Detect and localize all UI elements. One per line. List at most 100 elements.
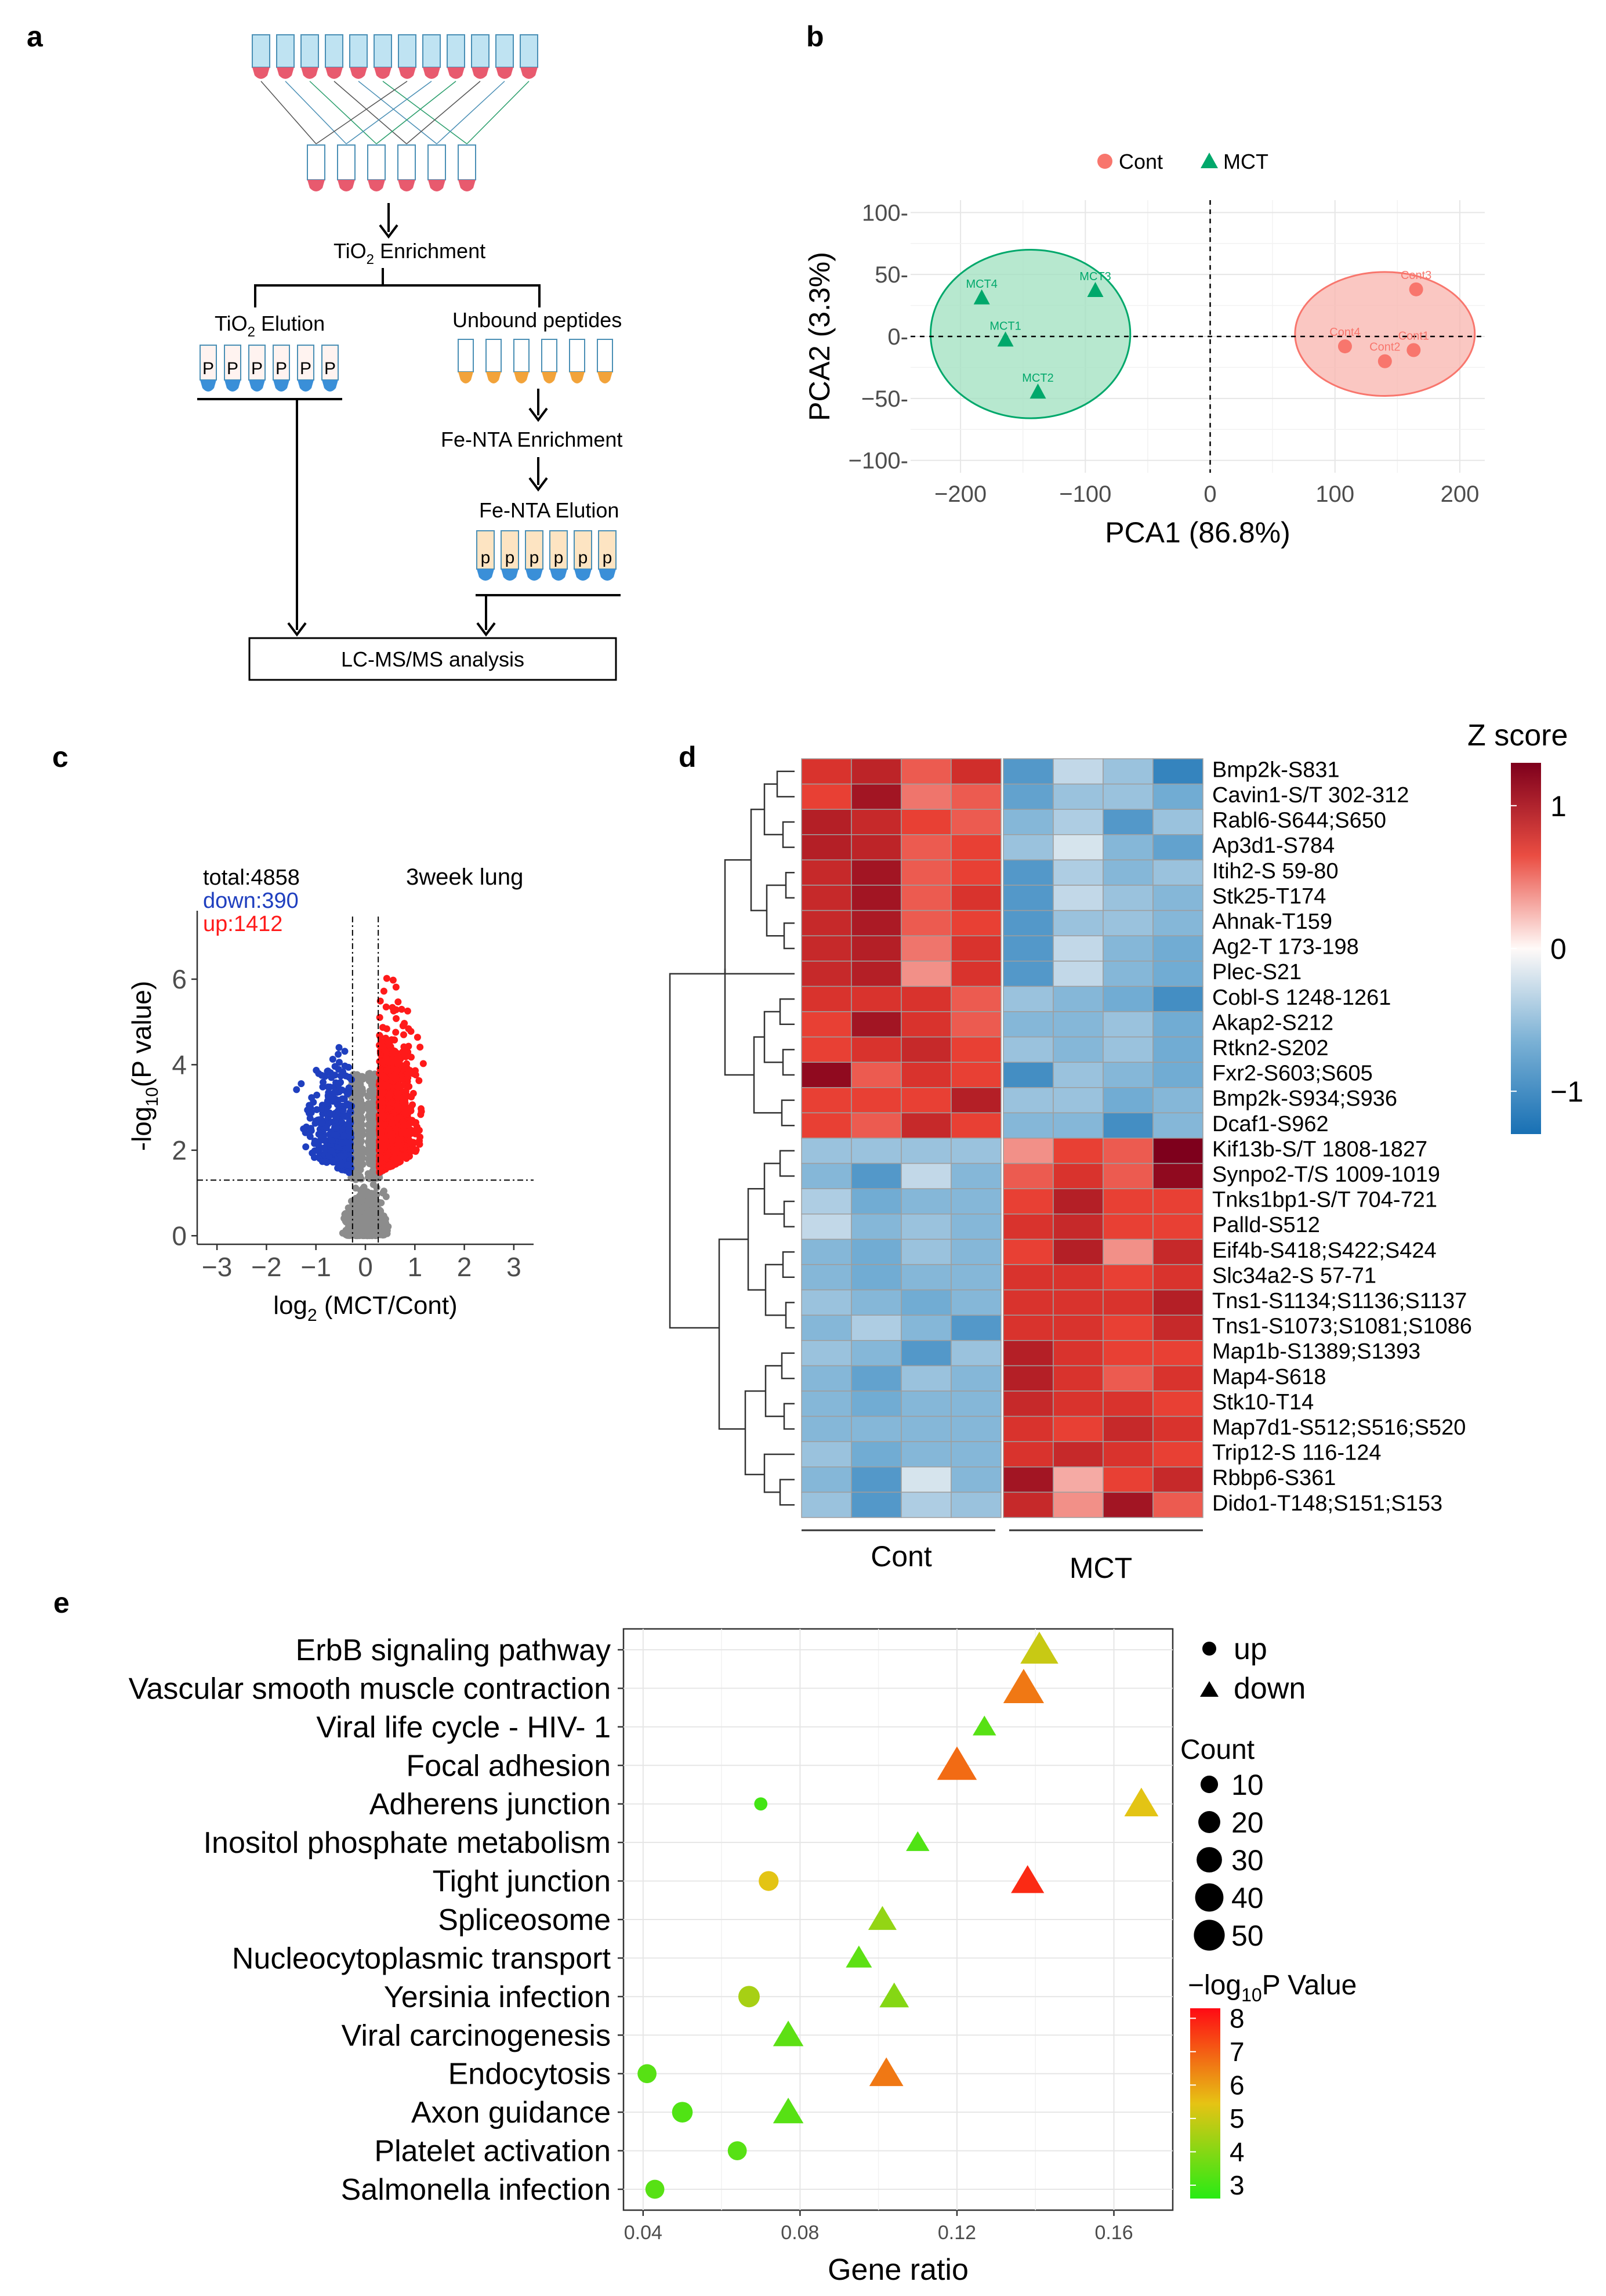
point-down xyxy=(328,1137,336,1145)
point-up xyxy=(388,1059,396,1066)
point-up xyxy=(385,1126,393,1133)
heatmap-cell xyxy=(1003,1289,1054,1316)
category-label: Spliceosome xyxy=(438,1903,611,1937)
arrow-left-head xyxy=(287,622,307,637)
tube-body xyxy=(520,34,538,68)
dendrogram-branch xyxy=(763,783,783,836)
size-legend-title: Count xyxy=(1180,1734,1255,1765)
y-axis-label-part: -log xyxy=(126,1106,157,1151)
heatmap-cell xyxy=(951,1289,1002,1316)
point-up xyxy=(394,1083,401,1091)
legend-shape-up-label: up xyxy=(1234,1632,1267,1666)
heatmap-cell xyxy=(1103,783,1154,810)
row-label: Eif4b-S418;S422;S424 xyxy=(1212,1238,1437,1263)
tube-body xyxy=(501,530,519,570)
tube-tip xyxy=(307,180,325,191)
row-label: Plec-S21 xyxy=(1212,960,1302,984)
point-up xyxy=(399,1022,407,1030)
heatmap-cell xyxy=(1103,1062,1154,1088)
point-up xyxy=(404,1110,411,1118)
point-ns xyxy=(350,1223,357,1231)
point-up xyxy=(376,1014,383,1022)
x-tick-label: −1 xyxy=(300,1252,331,1282)
heatmap-cell xyxy=(851,1441,902,1468)
heatmap-cell xyxy=(851,1036,902,1063)
legend-label: MCT xyxy=(1223,150,1268,173)
tube-body xyxy=(200,345,217,381)
heatmap-cell xyxy=(1103,1264,1154,1291)
heatmap-cell xyxy=(901,1491,952,1518)
tube-body xyxy=(471,34,490,68)
dot-up xyxy=(759,1871,779,1891)
heatmap-cell xyxy=(901,1264,952,1291)
point-up xyxy=(387,1099,395,1107)
heatmap-cell xyxy=(901,834,952,861)
y-tick-label: −50- xyxy=(861,386,908,412)
heatmap-cell xyxy=(1152,1415,1203,1442)
heatmap-cell xyxy=(1053,1036,1104,1063)
y-axis-label-sub: 10 xyxy=(143,1087,162,1106)
heatmap-cell xyxy=(951,1188,1002,1215)
tube-body xyxy=(367,144,386,180)
point-up xyxy=(400,1099,407,1106)
arrow-right-head xyxy=(476,622,496,637)
heatmap-cell xyxy=(901,1214,952,1240)
phospho-label: p xyxy=(578,548,588,567)
point-up xyxy=(393,1157,401,1164)
heatmap-cell xyxy=(801,859,852,886)
point-ns xyxy=(357,1205,364,1212)
heatmap-cell xyxy=(901,1087,952,1114)
phospho-label: p xyxy=(554,548,564,567)
heatmap-cell xyxy=(851,1340,902,1367)
phospho-label: P xyxy=(300,359,311,378)
heatmap-cell xyxy=(801,809,852,835)
tube-tip xyxy=(599,569,616,581)
category-label: Nucleocytoplasmic transport xyxy=(232,1942,611,1975)
dot-down xyxy=(868,1906,897,1930)
point-ns xyxy=(363,1201,371,1209)
tube-body xyxy=(485,339,502,372)
point-up xyxy=(412,1146,420,1154)
size-legend-marker xyxy=(1200,1775,1219,1794)
heatmap-cell xyxy=(1103,1112,1154,1139)
category-label: Endocytosis xyxy=(448,2058,611,2091)
heatmap-cell xyxy=(1003,1390,1054,1417)
heatmap-cell xyxy=(1003,961,1054,987)
heatmap-cell xyxy=(851,1188,902,1215)
point-ns xyxy=(369,1171,377,1178)
tube-tip xyxy=(338,180,355,191)
row-label: Ahnak-T159 xyxy=(1212,910,1332,934)
dendrogram-branch xyxy=(783,1403,795,1430)
point-down xyxy=(313,1091,321,1099)
heatmap-cell xyxy=(1152,1491,1203,1518)
x-axis-label: log2 (MCT/Cont) xyxy=(273,1291,457,1325)
point-up xyxy=(382,1074,389,1082)
pca-point-cont xyxy=(1406,343,1421,357)
size-legend-label: 50 xyxy=(1231,1920,1264,1952)
row-label: Dido1-T148;S151;S153 xyxy=(1212,1491,1442,1516)
heatmap-cell xyxy=(901,1314,952,1341)
dendrogram-branch xyxy=(776,770,795,798)
legend-label: Cont xyxy=(1119,150,1163,173)
point-down xyxy=(320,1144,328,1151)
x-tick-label: 0 xyxy=(1203,481,1216,507)
pooling-line xyxy=(376,81,456,144)
point-ns xyxy=(358,1191,365,1198)
category-label: Yersinia infection xyxy=(384,1980,611,2014)
point-up xyxy=(378,1091,385,1098)
point-up xyxy=(381,1046,389,1054)
heatmap-cell xyxy=(1003,885,1054,911)
point-down xyxy=(345,1084,353,1092)
heatmap-cell xyxy=(851,1087,902,1114)
x-tick-label: −2 xyxy=(251,1252,281,1282)
dendrogram-branch xyxy=(779,1479,795,1506)
heatmap-cell xyxy=(1053,1087,1104,1114)
pooling-line xyxy=(285,81,347,144)
legend-shape-down-label: down xyxy=(1234,1672,1306,1705)
dot-down xyxy=(879,1982,909,2008)
pca-point-cont xyxy=(1377,354,1392,368)
dot-down xyxy=(937,1746,977,1780)
arrow-unbound-head xyxy=(528,407,548,422)
